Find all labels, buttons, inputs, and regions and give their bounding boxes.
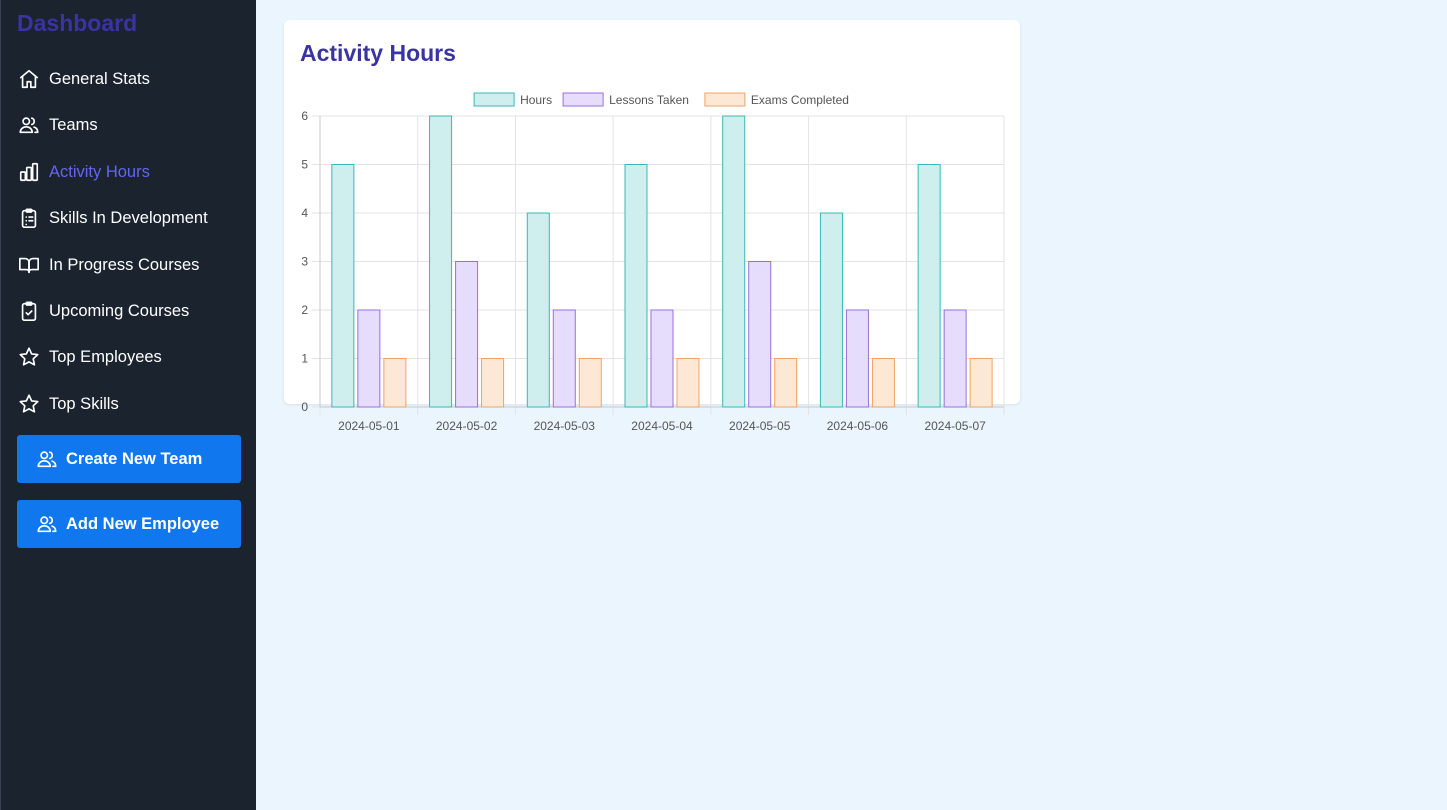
sidebar: Dashboard General Stats Teams Activity H… (0, 0, 256, 810)
y-tick-label: 2 (301, 303, 308, 317)
bar-hours (429, 115, 453, 408)
bar-hours (819, 212, 843, 408)
x-tick-label: 2024-05-02 (436, 419, 498, 433)
bar-hours (722, 115, 746, 408)
bar-lessons-taken (357, 309, 381, 408)
clipboard-check-icon (17, 299, 41, 323)
sidebar-item-teams[interactable]: Teams (17, 111, 241, 139)
sidebar-item-label: General Stats (49, 69, 150, 88)
sidebar-item-label: Teams (49, 115, 98, 134)
home-icon (17, 67, 41, 91)
sidebar-item-top-skills[interactable]: Top Skills (17, 390, 241, 418)
sidebar-item-general-stats[interactable]: General Stats (17, 65, 241, 93)
users-icon (17, 113, 41, 137)
bar-hours (624, 164, 648, 408)
legend-label: Hours (520, 93, 552, 107)
bar-exams-completed (871, 358, 895, 408)
sidebar-item-activity-hours[interactable]: Activity Hours (17, 158, 241, 186)
sidebar-item-in-progress-courses[interactable]: In Progress Courses (17, 251, 241, 279)
sidebar-item-skills-in-development[interactable]: Skills In Development (17, 204, 241, 232)
add-new-employee-button[interactable]: Add New Employee (17, 500, 241, 548)
legend-swatch (562, 92, 604, 107)
x-tick-label: 2024-05-06 (827, 419, 889, 433)
y-tick-label: 0 (301, 400, 308, 414)
users-icon (36, 513, 58, 535)
bar-exams-completed (383, 358, 407, 408)
clipboard-list-icon (17, 206, 41, 230)
x-tick-label: 2024-05-03 (534, 419, 596, 433)
bar-lessons-taken (455, 261, 479, 408)
bar-lessons-taken (552, 309, 576, 408)
sidebar-item-top-employees[interactable]: Top Employees (17, 343, 241, 371)
bar-chart-icon (17, 160, 41, 184)
legend-swatch (473, 92, 515, 107)
y-tick-label: 5 (301, 158, 308, 172)
sidebar-item-label: Top Skills (49, 394, 119, 413)
legend-swatch (704, 92, 746, 107)
bar-lessons-taken (650, 309, 674, 408)
bar-exams-completed (481, 358, 505, 408)
users-icon (36, 448, 58, 470)
sidebar-item-label: Top Employees (49, 347, 162, 366)
book-open-icon (17, 253, 41, 277)
x-tick-label: 2024-05-05 (729, 419, 791, 433)
sidebar-item-upcoming-courses[interactable]: Upcoming Courses (17, 297, 241, 325)
sidebar-item-label: In Progress Courses (49, 255, 200, 274)
x-tick-label: 2024-05-07 (924, 419, 986, 433)
bar-exams-completed (774, 358, 798, 408)
create-new-team-label: Create New Team (66, 449, 203, 468)
sidebar-item-label: Upcoming Courses (49, 301, 190, 320)
sidebar-item-label: Skills In Development (49, 208, 208, 227)
bar-lessons-taken (943, 309, 967, 408)
bar-exams-completed (969, 358, 993, 408)
add-new-employee-label: Add New Employee (66, 514, 220, 533)
bar-exams-completed (578, 358, 602, 408)
activity-hours-chart: 0 1 2 3 4 5 6 2024-05-01 2024-05-02 2024-05-03 202… (301, 92, 1005, 433)
x-tick-label: 2024-05-01 (338, 419, 400, 433)
bar-lessons-taken (845, 309, 869, 408)
y-tick-label: 1 (301, 352, 308, 366)
star-icon (17, 392, 41, 416)
bar-hours (526, 212, 550, 408)
y-tick-label: 4 (301, 206, 308, 220)
page-title: Activity Hours (300, 40, 456, 66)
legend-label: Exams Completed (751, 93, 849, 107)
x-tick-label: 2024-05-04 (631, 419, 693, 433)
y-tick-label: 6 (301, 109, 308, 123)
star-icon (17, 345, 41, 369)
bar-hours (917, 164, 941, 408)
bar-lessons-taken (748, 261, 772, 408)
brand-title[interactable]: Dashboard (17, 10, 138, 36)
bar-exams-completed (676, 358, 700, 408)
create-new-team-button[interactable]: Create New Team (17, 435, 241, 483)
sidebar-item-label: Activity Hours (49, 162, 150, 181)
legend-label: Lessons Taken (609, 93, 689, 107)
bar-hours (331, 164, 355, 408)
y-tick-label: 3 (301, 255, 308, 269)
